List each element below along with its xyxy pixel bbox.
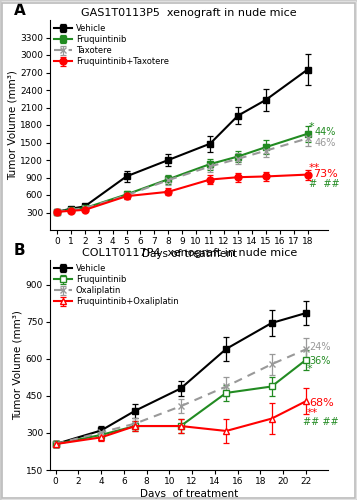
Text: A: A bbox=[14, 3, 26, 18]
X-axis label: Days of treatment: Days of treatment bbox=[142, 248, 237, 258]
Text: 68%: 68% bbox=[309, 398, 334, 408]
Legend: Vehicle, Fruquintinib, Taxotere, Fruquintinib+Taxotere: Vehicle, Fruquintinib, Taxotere, Fruquin… bbox=[52, 22, 171, 68]
Text: ## ##: ## ## bbox=[303, 416, 339, 426]
Text: *: * bbox=[309, 122, 315, 132]
Text: *: * bbox=[307, 364, 312, 374]
Legend: Vehicle, Fruquintinib, Oxaliplatin, Fruquintinib+Oxaliplatin: Vehicle, Fruquintinib, Oxaliplatin, Fruq… bbox=[52, 262, 180, 308]
Text: **: ** bbox=[307, 408, 318, 418]
Title: COL1T0117P4  xenograft in nude mice: COL1T0117P4 xenograft in nude mice bbox=[82, 248, 297, 258]
Text: 24%: 24% bbox=[309, 342, 331, 352]
Text: 46%: 46% bbox=[315, 138, 336, 148]
Text: 73%: 73% bbox=[313, 169, 338, 179]
Title: GAS1T0113P5  xenograft in nude mice: GAS1T0113P5 xenograft in nude mice bbox=[81, 8, 297, 18]
Y-axis label: Tumor Volume (mm³): Tumor Volume (mm³) bbox=[13, 310, 23, 420]
X-axis label: Days  of treatment: Days of treatment bbox=[140, 488, 238, 498]
Text: 36%: 36% bbox=[309, 356, 331, 366]
Y-axis label: Tumor Volume (mm³): Tumor Volume (mm³) bbox=[7, 70, 17, 180]
Text: B: B bbox=[14, 243, 25, 258]
Text: **: ** bbox=[309, 163, 320, 173]
Text: #  ##: # ## bbox=[309, 179, 340, 189]
Text: 44%: 44% bbox=[315, 127, 336, 137]
